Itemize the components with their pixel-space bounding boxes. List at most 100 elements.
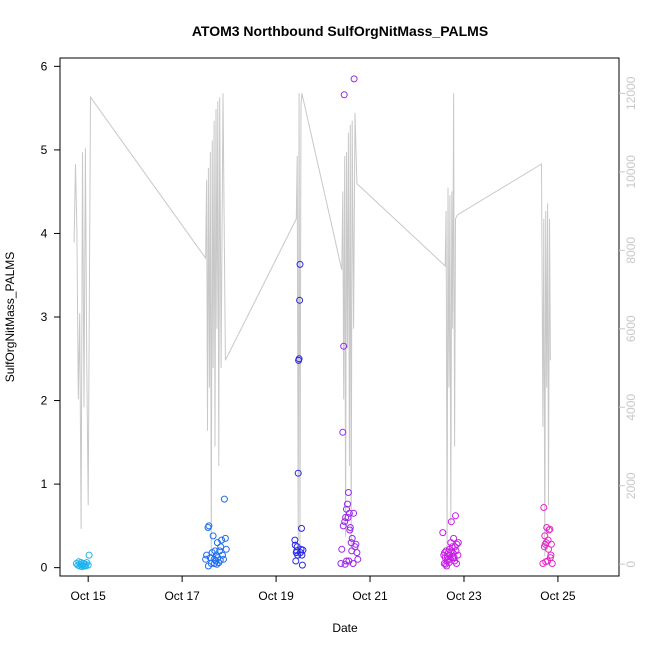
- data-point: [216, 556, 224, 564]
- data-point: [294, 551, 302, 559]
- data-point: [540, 504, 548, 511]
- points-layer: [72, 75, 556, 571]
- x-axis-label: Date: [332, 621, 358, 635]
- data-point: [341, 560, 349, 568]
- data-point: [547, 551, 555, 559]
- data-point: [445, 559, 453, 567]
- x-tick-label: Oct 23: [446, 589, 482, 603]
- data-point: [439, 529, 447, 537]
- data-point: [340, 342, 348, 350]
- x-tick-label: Oct 25: [540, 589, 576, 603]
- data-point: [545, 526, 553, 534]
- x-tick-label: Oct 15: [71, 589, 107, 603]
- data-point: [546, 525, 554, 533]
- data-point: [211, 547, 219, 555]
- y2-tick-label: 4000: [624, 394, 638, 421]
- data-point: [450, 534, 458, 542]
- data-point: [222, 545, 230, 553]
- data-point: [85, 551, 93, 559]
- y-tick-label: 1: [41, 477, 48, 491]
- plot-frame: [59, 57, 620, 577]
- data-point: [352, 540, 360, 548]
- data-point: [220, 495, 228, 503]
- y-tick-label: 5: [41, 143, 48, 157]
- y-axis-label: SulfOrgNitMass_PALMS: [3, 252, 17, 382]
- data-point: [339, 522, 347, 530]
- data-point: [548, 560, 556, 567]
- data-point: [347, 539, 355, 547]
- data-point: [348, 547, 356, 555]
- y2-tick-label: 8000: [624, 237, 638, 264]
- data-point: [447, 518, 455, 526]
- data-point: [213, 560, 221, 568]
- chart-title: ATOM3 Northbound SulfOrgNitMass_PALMS: [192, 23, 488, 39]
- data-point: [540, 543, 548, 551]
- data-point: [344, 489, 352, 496]
- data-point: [291, 541, 299, 549]
- data-point: [344, 500, 351, 508]
- x-tick-label: Oct 17: [164, 589, 200, 603]
- y2-tick-label: 2000: [624, 472, 638, 499]
- y-axis: 0 1 2 3 4 5 6: [41, 59, 60, 575]
- data-point: [298, 561, 306, 569]
- data-point: [346, 526, 354, 534]
- altitude-line: [73, 93, 551, 557]
- data-point: [547, 540, 555, 548]
- data-point: [292, 557, 300, 565]
- data-point: [446, 555, 454, 563]
- data-point: [291, 536, 299, 544]
- data-point: [344, 514, 352, 521]
- data-point: [296, 260, 304, 268]
- data-point: [350, 75, 358, 83]
- data-point: [544, 536, 552, 544]
- data-point: [295, 355, 303, 363]
- data-point: [220, 555, 227, 563]
- x-axis: Oct 15 Oct 17 Oct 19 Oct 21 Oct 23 Oct 25: [71, 576, 576, 603]
- y-tick-label: 3: [41, 310, 48, 324]
- x-tick-label: Oct 21: [352, 589, 388, 603]
- data-point: [337, 560, 345, 567]
- data-point: [450, 554, 458, 562]
- data-point: [449, 549, 457, 557]
- data-point: [350, 509, 358, 517]
- data-point: [296, 296, 304, 304]
- data-point: [454, 539, 462, 547]
- y-tick-label: 6: [41, 59, 48, 73]
- data-point: [298, 524, 305, 532]
- data-point: [338, 545, 346, 553]
- data-point: [452, 512, 459, 520]
- y-tick-label: 0: [41, 561, 48, 575]
- data-point: [218, 536, 226, 544]
- data-point: [354, 555, 362, 563]
- data-point: [342, 514, 350, 521]
- data-point: [453, 560, 460, 567]
- data-point: [202, 555, 210, 563]
- data-point: [84, 561, 92, 569]
- data-point: [217, 543, 225, 551]
- data-point: [298, 551, 306, 559]
- data-point: [339, 428, 347, 436]
- data-point: [340, 91, 348, 99]
- y-tick-label: 2: [41, 394, 48, 408]
- x-tick-label: Oct 19: [258, 589, 294, 603]
- data-point: [209, 532, 217, 540]
- data-point: [204, 562, 212, 570]
- y2-tick-label: 6000: [624, 315, 638, 342]
- y2-axis: 0 2000 4000 6000 8000 10000 12000: [619, 76, 638, 568]
- y2-tick-label: 12000: [624, 76, 638, 110]
- data-point: [542, 558, 550, 566]
- data-point: [341, 518, 349, 526]
- data-point: [346, 524, 354, 531]
- data-point: [541, 532, 549, 540]
- data-point: [221, 534, 229, 542]
- y2-tick-label: 10000: [624, 155, 638, 189]
- y2-tick-label: 0: [624, 561, 638, 568]
- data-point: [345, 509, 353, 517]
- data-point: [348, 534, 356, 542]
- data-point: [343, 557, 350, 565]
- data-point: [349, 560, 357, 567]
- data-point: [205, 522, 213, 530]
- altitude-line-layer: [73, 93, 551, 557]
